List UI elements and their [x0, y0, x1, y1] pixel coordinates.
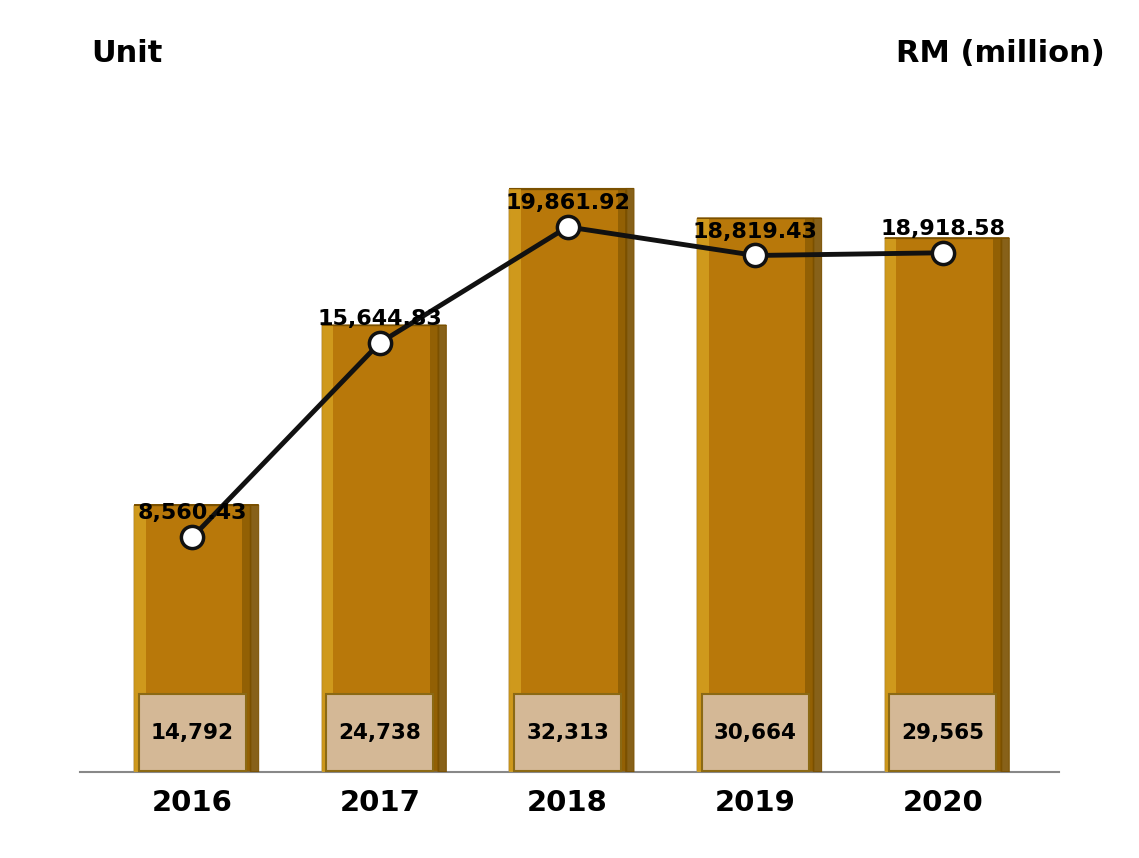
Text: Unit: Unit [91, 39, 163, 68]
FancyBboxPatch shape [890, 694, 997, 771]
Polygon shape [509, 189, 521, 772]
Polygon shape [813, 218, 821, 772]
Polygon shape [134, 505, 251, 772]
FancyBboxPatch shape [327, 694, 434, 771]
Text: 18,819.43: 18,819.43 [693, 221, 818, 242]
Polygon shape [322, 325, 334, 772]
Polygon shape [243, 505, 251, 772]
Polygon shape [697, 218, 708, 772]
Polygon shape [322, 325, 439, 772]
Polygon shape [617, 189, 625, 772]
Polygon shape [625, 189, 634, 772]
Text: RM (million): RM (million) [896, 39, 1105, 68]
Text: 19,861.92: 19,861.92 [506, 193, 630, 213]
FancyBboxPatch shape [139, 694, 246, 771]
Text: 8,560.43: 8,560.43 [138, 504, 247, 523]
Polygon shape [697, 218, 813, 772]
Polygon shape [805, 218, 813, 772]
Text: 32,313: 32,313 [526, 722, 609, 743]
Polygon shape [993, 239, 1001, 772]
Text: 30,664: 30,664 [714, 722, 796, 743]
Polygon shape [134, 505, 146, 772]
FancyBboxPatch shape [702, 694, 809, 771]
Text: 29,565: 29,565 [901, 722, 984, 743]
Text: 15,644.83: 15,644.83 [318, 309, 442, 329]
Text: 18,918.58: 18,918.58 [880, 219, 1006, 239]
Polygon shape [431, 325, 439, 772]
Text: 14,792: 14,792 [150, 722, 233, 743]
Polygon shape [1001, 239, 1009, 772]
Polygon shape [509, 189, 625, 772]
FancyBboxPatch shape [514, 694, 621, 771]
Polygon shape [885, 239, 896, 772]
Polygon shape [251, 505, 259, 772]
Polygon shape [439, 325, 446, 772]
Text: 24,738: 24,738 [338, 722, 421, 743]
Polygon shape [885, 239, 1001, 772]
